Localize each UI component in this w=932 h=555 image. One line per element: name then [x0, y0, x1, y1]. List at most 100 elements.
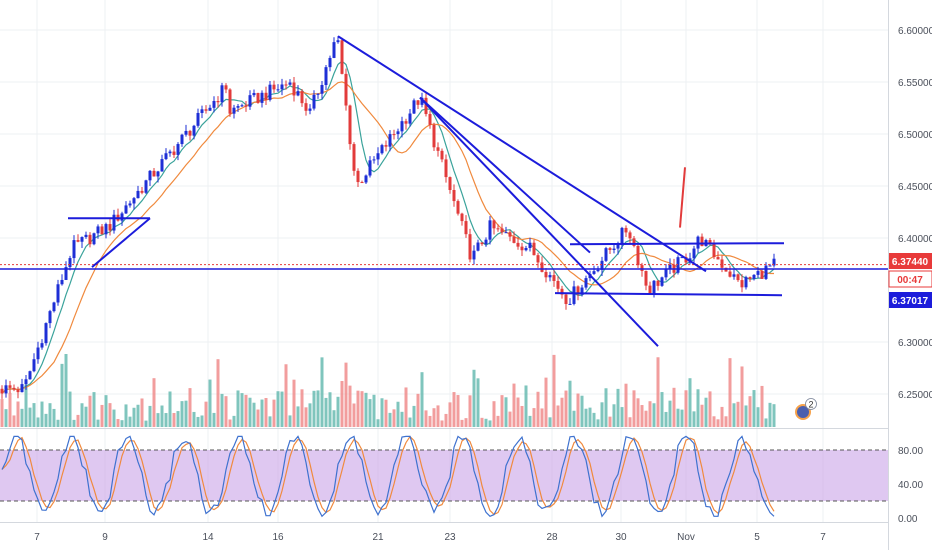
candle-up [412, 100, 416, 114]
volume-bar [456, 395, 460, 427]
trendline [419, 96, 591, 254]
oscillator-axis[interactable]: 80.00 40.00 0.00 [898, 446, 923, 525]
volume-bar [424, 410, 428, 427]
volume-bar [144, 420, 148, 427]
volume-bar [508, 411, 512, 427]
volume-bar [684, 390, 688, 427]
candle-up [400, 121, 404, 132]
volume-bar [500, 395, 504, 427]
volume-bar [104, 395, 108, 427]
level-price-label: 6.37017 [892, 296, 929, 307]
volume-bar [120, 420, 124, 427]
candle-up [616, 244, 620, 249]
candle-up [332, 42, 336, 58]
candle-down [540, 262, 544, 272]
volume-bar [560, 397, 564, 427]
candle-down [464, 221, 468, 235]
candle-up [408, 113, 412, 124]
candle-down [632, 238, 636, 246]
candle-down [416, 100, 420, 105]
candle-down [684, 257, 688, 263]
volume-bar [316, 390, 320, 427]
volume-bar [392, 409, 396, 427]
candle-up [568, 303, 572, 305]
candle-down [716, 257, 720, 260]
candle-down [536, 255, 540, 263]
volume-bar [84, 406, 88, 427]
volume-bar [52, 408, 56, 427]
countdown-tag [888, 270, 932, 288]
candle-down [748, 277, 752, 279]
candle-up [336, 40, 340, 43]
volume-bar [700, 404, 704, 427]
volume-bar [28, 407, 32, 427]
candle-up [132, 198, 136, 204]
volume-bar [488, 420, 492, 427]
volume-bar [348, 385, 352, 427]
volume-bar [204, 401, 208, 427]
volume-bar [148, 405, 152, 427]
price-axis[interactable]: 6.60000 6.55000 6.50000 6.45000 6.40000 6.300… [898, 26, 932, 401]
candle-down [8, 385, 12, 388]
calendar-icon[interactable] [797, 406, 809, 418]
candle-up [756, 271, 760, 275]
candle-up [248, 95, 252, 107]
events-badge[interactable]: 2 [795, 398, 817, 421]
candle-up [220, 85, 224, 103]
candle-down [760, 271, 764, 279]
volume-bar [112, 409, 116, 427]
candle-up [312, 94, 316, 109]
candle-up [316, 93, 320, 95]
volume-bar [48, 403, 52, 427]
price-tick-label: 6.60000 [898, 26, 932, 37]
candle-up [308, 108, 312, 111]
candle-up [160, 159, 164, 172]
candle-up [32, 359, 36, 372]
volume-bar [380, 398, 384, 427]
volume-bar [768, 402, 772, 427]
candle-up [288, 82, 292, 85]
volume-bar [212, 412, 216, 427]
volume-bar [216, 359, 220, 427]
volume-bar [540, 408, 544, 427]
candle-up [156, 171, 160, 177]
candle-down [432, 124, 436, 148]
candle-up [420, 97, 424, 105]
volume-bar [312, 390, 316, 427]
volume-bar [576, 393, 580, 427]
volume-bar [628, 417, 632, 427]
candle-down [708, 240, 712, 244]
price-tick-label: 6.45000 [898, 182, 932, 193]
volume-bar [656, 357, 660, 427]
candle-up [144, 180, 148, 193]
candle-up [580, 287, 584, 295]
volume-bar [512, 383, 516, 427]
candle-up [484, 239, 488, 245]
candle-up [40, 343, 44, 348]
volume-bar [180, 401, 184, 427]
volume-bar [728, 358, 732, 427]
volume-bar [660, 392, 664, 427]
volume-bar [264, 398, 268, 427]
candle-up [548, 275, 552, 278]
volume-bar [588, 407, 592, 427]
time-axis[interactable]: 7 9 14 16 21 23 28 30 Nov 5 7 [34, 532, 826, 543]
candle-up [600, 260, 604, 270]
trendline [569, 242, 785, 246]
candle-down [440, 150, 444, 160]
candle-down [340, 40, 344, 74]
candle-up [368, 160, 372, 176]
volume-bar [692, 411, 696, 427]
candle-down [520, 246, 524, 251]
candle-up [124, 205, 128, 214]
time-tick-label: Nov [677, 532, 695, 543]
volume-bar [452, 392, 456, 427]
candle-down [224, 85, 228, 90]
trendline-drawings[interactable] [68, 35, 785, 347]
volume-bar [544, 377, 548, 427]
candle-up [524, 248, 528, 251]
volume-bar [564, 390, 568, 427]
volume-bar [156, 413, 160, 427]
candle-down [480, 242, 484, 245]
